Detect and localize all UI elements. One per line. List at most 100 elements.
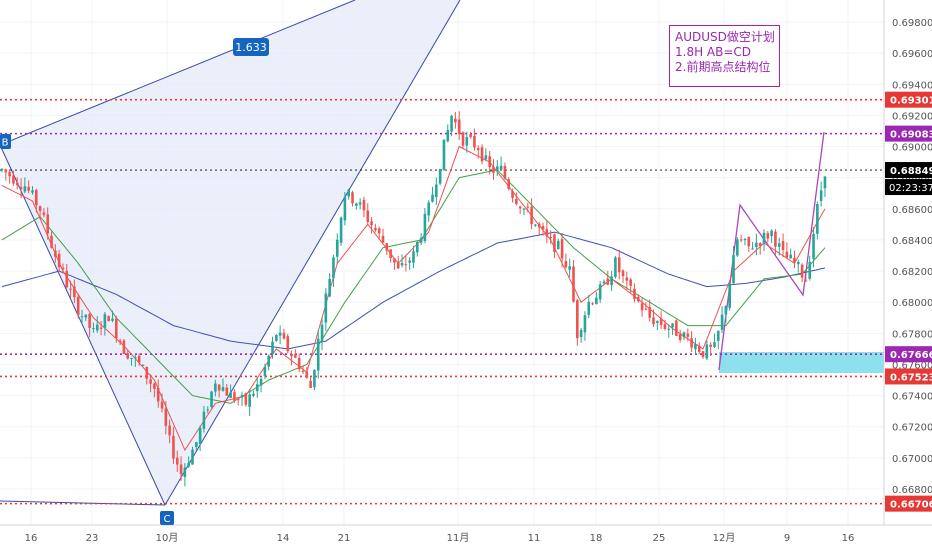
candle-body[interactable] (526, 206, 530, 208)
candle-body[interactable] (705, 344, 709, 359)
candle-body[interactable] (149, 379, 152, 384)
candle-body[interactable] (54, 250, 57, 257)
candle-body[interactable] (442, 139, 446, 171)
candle-body[interactable] (50, 235, 53, 248)
candle-body[interactable] (499, 165, 503, 170)
candle-body[interactable] (88, 313, 91, 328)
candles[interactable] (0, 111, 827, 487)
candle-body[interactable] (652, 317, 655, 325)
candle-body[interactable] (8, 171, 11, 177)
candle-body[interactable] (819, 190, 823, 201)
candle-body[interactable] (503, 166, 507, 179)
candle-body[interactable] (415, 241, 419, 253)
candle-body[interactable] (716, 330, 720, 341)
candle-body[interactable] (61, 267, 65, 270)
candle-body[interactable] (785, 251, 789, 258)
candle-body[interactable] (465, 137, 469, 146)
candle-body[interactable] (57, 253, 61, 268)
candle-body[interactable] (198, 427, 202, 445)
candle-body[interactable] (579, 329, 583, 338)
candle-body[interactable] (99, 327, 103, 329)
candle-body[interactable] (412, 251, 415, 263)
candle-body[interactable] (751, 248, 754, 250)
candle-body[interactable] (709, 344, 712, 347)
candle-body[interactable] (774, 231, 777, 247)
candle-body[interactable] (76, 296, 80, 316)
candle-body[interactable] (172, 435, 175, 459)
candle-body[interactable] (789, 254, 792, 259)
candle-body[interactable] (362, 199, 366, 211)
candle-body[interactable] (777, 243, 781, 247)
candle-body[interactable] (816, 203, 819, 234)
ratio-label[interactable]: 1.633 (233, 38, 269, 56)
abcd-pattern[interactable] (0, 0, 461, 506)
candle-body[interactable] (461, 132, 465, 146)
candle-body[interactable] (240, 395, 244, 398)
candle-body[interactable] (678, 334, 682, 340)
candle-body[interactable] (636, 296, 640, 302)
candle-body[interactable] (255, 384, 259, 392)
candle-body[interactable] (351, 192, 354, 204)
candle-body[interactable] (496, 166, 499, 171)
candle-body[interactable] (389, 249, 392, 259)
candle-body[interactable] (370, 221, 373, 226)
candle-body[interactable] (358, 202, 362, 205)
candle-body[interactable] (225, 387, 229, 396)
candle-body[interactable] (537, 223, 541, 228)
candle-body[interactable] (796, 261, 800, 265)
candle-body[interactable] (271, 341, 274, 354)
candle-body[interactable] (476, 148, 480, 151)
candle-body[interactable] (95, 324, 99, 331)
candle-body[interactable] (400, 262, 404, 266)
candle-body[interactable] (27, 186, 30, 191)
candle-body[interactable] (515, 198, 518, 204)
candle-body[interactable] (126, 353, 130, 359)
candle-body[interactable] (381, 235, 385, 243)
candle-body[interactable] (595, 297, 598, 305)
candle-body[interactable] (153, 383, 156, 389)
candle-body[interactable] (758, 243, 762, 246)
candle-body[interactable] (267, 355, 270, 367)
candle-body[interactable] (69, 288, 72, 290)
pattern-line-top[interactable] (0, 0, 356, 146)
candle-body[interactable] (755, 242, 758, 248)
candle-body[interactable] (111, 318, 114, 321)
candle-body[interactable] (568, 266, 571, 270)
candle-body[interactable] (644, 308, 648, 310)
pattern-line-cd[interactable] (164, 0, 461, 506)
candle-body[interactable] (667, 328, 671, 330)
candle-body[interactable] (534, 224, 537, 226)
candle-body[interactable] (633, 288, 636, 300)
candle-body[interactable] (728, 283, 732, 308)
candle-body[interactable] (435, 184, 438, 197)
candle-body[interactable] (305, 371, 309, 378)
candle-body[interactable] (168, 425, 171, 436)
candle-body[interactable] (252, 393, 255, 396)
candle-body[interactable] (736, 239, 739, 256)
candle-body[interactable] (686, 333, 690, 337)
candle-body[interactable] (713, 342, 716, 347)
candle-body[interactable] (156, 387, 160, 402)
candle-body[interactable] (606, 278, 610, 285)
candle-body[interactable] (556, 240, 560, 250)
candle-body[interactable] (233, 392, 236, 401)
candle-body[interactable] (602, 281, 606, 284)
candle-body[interactable] (518, 206, 522, 209)
candle-body[interactable] (694, 344, 697, 350)
candle-body[interactable] (134, 357, 137, 359)
candle-body[interactable] (408, 260, 411, 263)
candle-body[interactable] (454, 118, 457, 123)
pattern-line-bc[interactable] (0, 144, 166, 506)
candle-body[interactable] (46, 214, 50, 234)
candle-body[interactable] (175, 457, 179, 465)
candle-body[interactable] (793, 257, 796, 263)
candle-body[interactable] (781, 241, 785, 251)
candle-body[interactable] (309, 380, 312, 388)
candle-body[interactable] (122, 340, 126, 354)
candle-body[interactable] (34, 190, 38, 206)
candle-body[interactable] (19, 187, 23, 190)
candle-body[interactable] (313, 370, 316, 388)
candle-body[interactable] (343, 196, 347, 221)
candle-body[interactable] (770, 230, 773, 237)
